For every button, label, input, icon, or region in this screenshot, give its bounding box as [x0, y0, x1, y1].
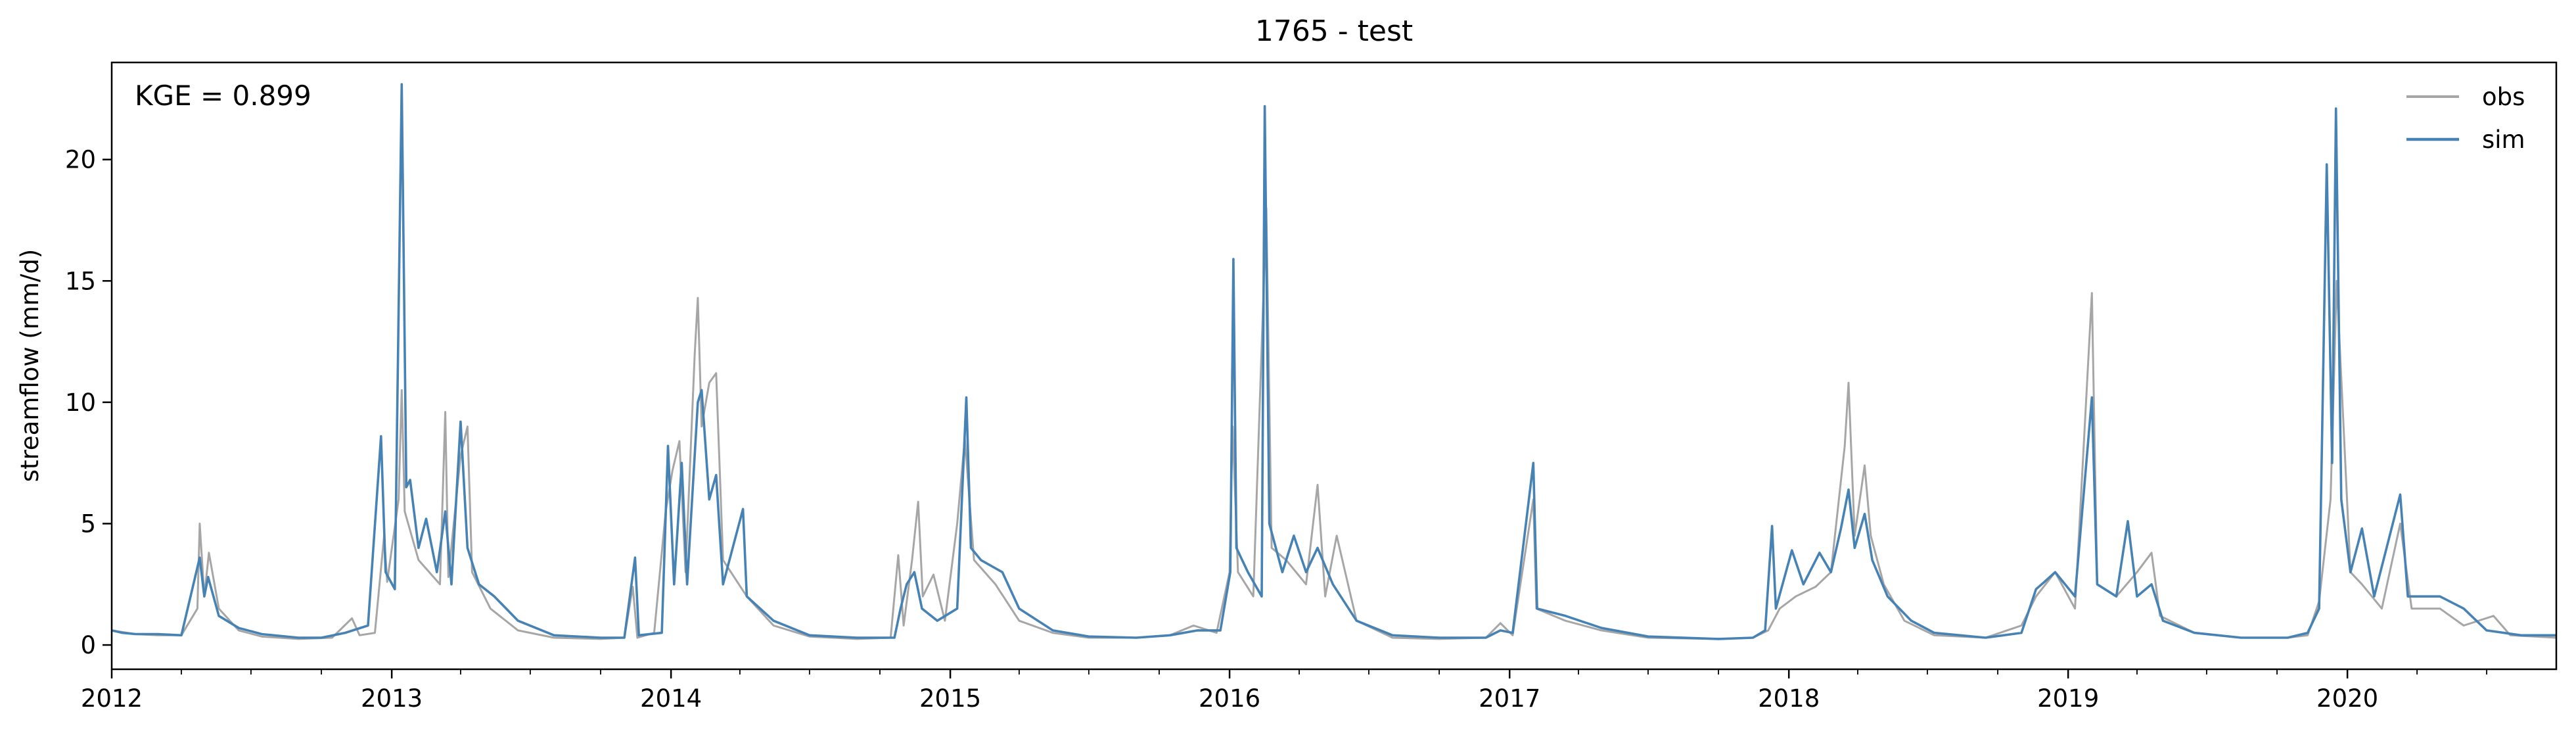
x-tick-label-6: 2018 — [1758, 684, 1820, 713]
y-tick-label-4: 20 — [65, 146, 96, 174]
series-layer — [111, 83, 2557, 640]
legend-sim-label: sim — [2482, 126, 2525, 154]
plot-frame — [110, 61, 2558, 671]
x-tick-label-8: 2020 — [2316, 684, 2378, 713]
y-tick-label-1: 5 — [80, 510, 96, 538]
y-tick-label-0: 0 — [80, 631, 96, 659]
y-axis-label: streamflow (mm/d) — [16, 249, 44, 483]
x-tick-label-5: 2017 — [1479, 684, 1540, 713]
series-line-sim — [111, 83, 2556, 640]
x-tick-label-7: 2019 — [2037, 684, 2099, 713]
chart-title: 1765 - test — [1255, 14, 1413, 48]
x-tick-label-0: 2012 — [81, 684, 143, 713]
legend-obs-label: obs — [2482, 83, 2525, 111]
kge-annotation: KGE = 0.899 — [135, 80, 311, 112]
y-axis-ticks: 0 5 10 15 20 — [65, 146, 112, 659]
x-axis-ticks: 2012 2013 2014 2015 2016 2017 2018 2019 2020 — [81, 669, 2487, 713]
x-tick-label-2: 2014 — [640, 684, 702, 713]
x-tick-label-1: 2013 — [361, 684, 423, 713]
x-tick-label-4: 2016 — [1199, 684, 1260, 713]
y-tick-label-2: 10 — [65, 389, 96, 417]
x-tick-label-3: 2015 — [919, 684, 981, 713]
legend: obs sim — [2406, 83, 2525, 154]
y-tick-label-3: 15 — [65, 267, 96, 295]
